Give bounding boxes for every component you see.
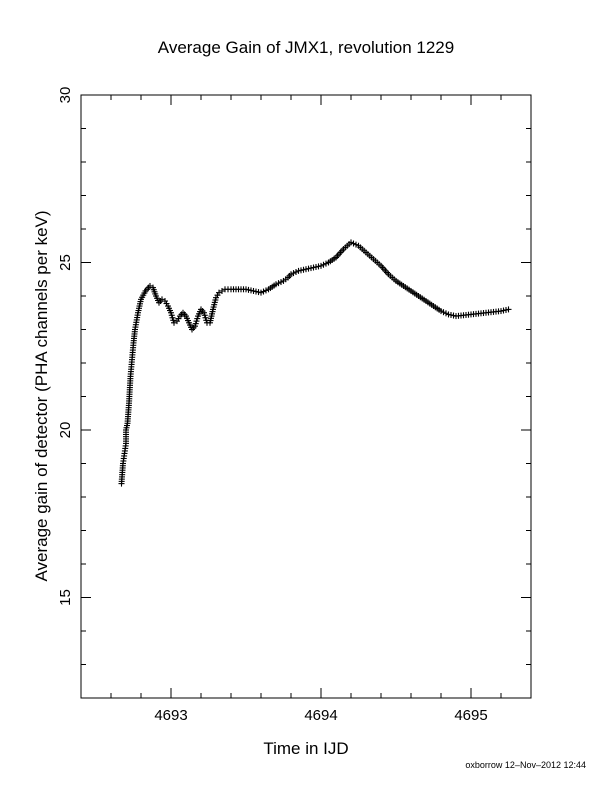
y-tick-label: 25 (57, 254, 74, 271)
y-tick-label: 30 (57, 87, 74, 104)
x-tick-label: 4694 (304, 707, 337, 724)
y-tick-label: 15 (57, 589, 74, 606)
footer-credit: oxborrow 12–Nov–2012 12:44 (465, 760, 586, 770)
x-axis-label: Time in IJD (263, 739, 348, 758)
plot-frame (80, 94, 532, 699)
y-axis-label: Average gain of detector (PHA channels p… (32, 210, 51, 581)
data-points (118, 239, 512, 487)
y-tick-label: 20 (57, 422, 74, 439)
x-axis-ticks: 4693 4694 4695 (80, 95, 532, 724)
y-axis-ticks: 15 20 25 30 (57, 87, 531, 699)
x-tick-label: 4693 (154, 707, 187, 724)
x-tick-label: 4695 (454, 707, 487, 724)
data-point (505, 306, 512, 313)
chart-title: Average Gain of JMX1, revolution 1229 (158, 38, 454, 57)
